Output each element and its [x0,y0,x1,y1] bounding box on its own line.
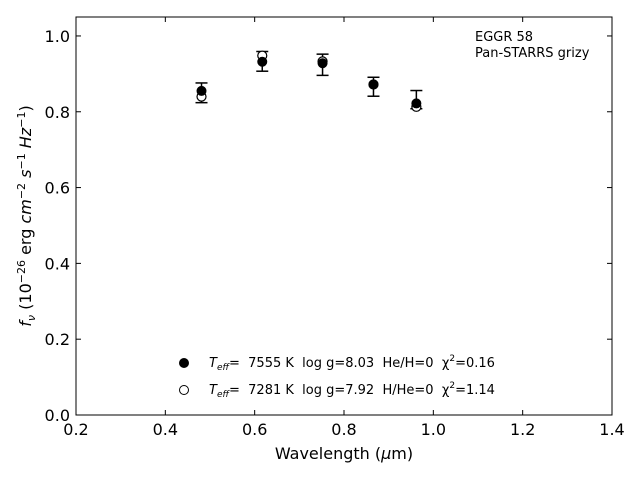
y-tick-label: 0.6 [45,179,70,198]
x-tick-label: 0.2 [63,420,88,439]
data-marks [195,50,423,112]
filled-circle-point [411,98,422,109]
filled-circle-point [368,79,379,90]
x-tick-label: 0.4 [153,420,178,439]
legend-entry-1: Teff= 7555 K log g=8.03 He/H=0 χ2=0.16 [209,354,495,373]
annotation-line-2: Pan-STARRS grizy [475,46,590,61]
y-tick-label: 0.2 [45,330,70,349]
y-tick-label: 1.0 [45,27,70,46]
y-axis-label: fν (10−26 erg cm−2 s−1 Hz−1) [15,105,38,326]
x-tick-label: 1.0 [421,420,446,439]
legend: Teff= 7555 K log g=8.03 He/H=0 χ2=0.16 T… [179,354,495,400]
x-tick-label: 1.2 [510,420,535,439]
annotation-line-1: EGGR 58 [475,30,533,45]
legend-marker-filled [179,358,189,368]
legend-marker-open [179,385,189,395]
y-tick-label: 0.8 [45,103,70,122]
filled-circle-point [257,56,268,67]
x-tick-label: 1.4 [599,420,624,439]
x-tick-label: 0.6 [242,420,267,439]
x-axis-label: Wavelength (μm) [275,444,413,463]
axis-ticks: 0.2 0.4 0.6 0.8 1.0 1.2 1.40.00.20.40.60.81.0 [45,17,625,439]
filled-circle-point [317,58,328,69]
x-tick-label: 0.8 [331,420,356,439]
filled-circle-point [196,85,207,96]
y-tick-label: 0.0 [45,406,70,425]
legend-entry-2: Teff= 7281 K log g=7.92 H/He=0 χ2=1.14 [209,381,495,400]
y-tick-label: 0.4 [45,254,70,273]
